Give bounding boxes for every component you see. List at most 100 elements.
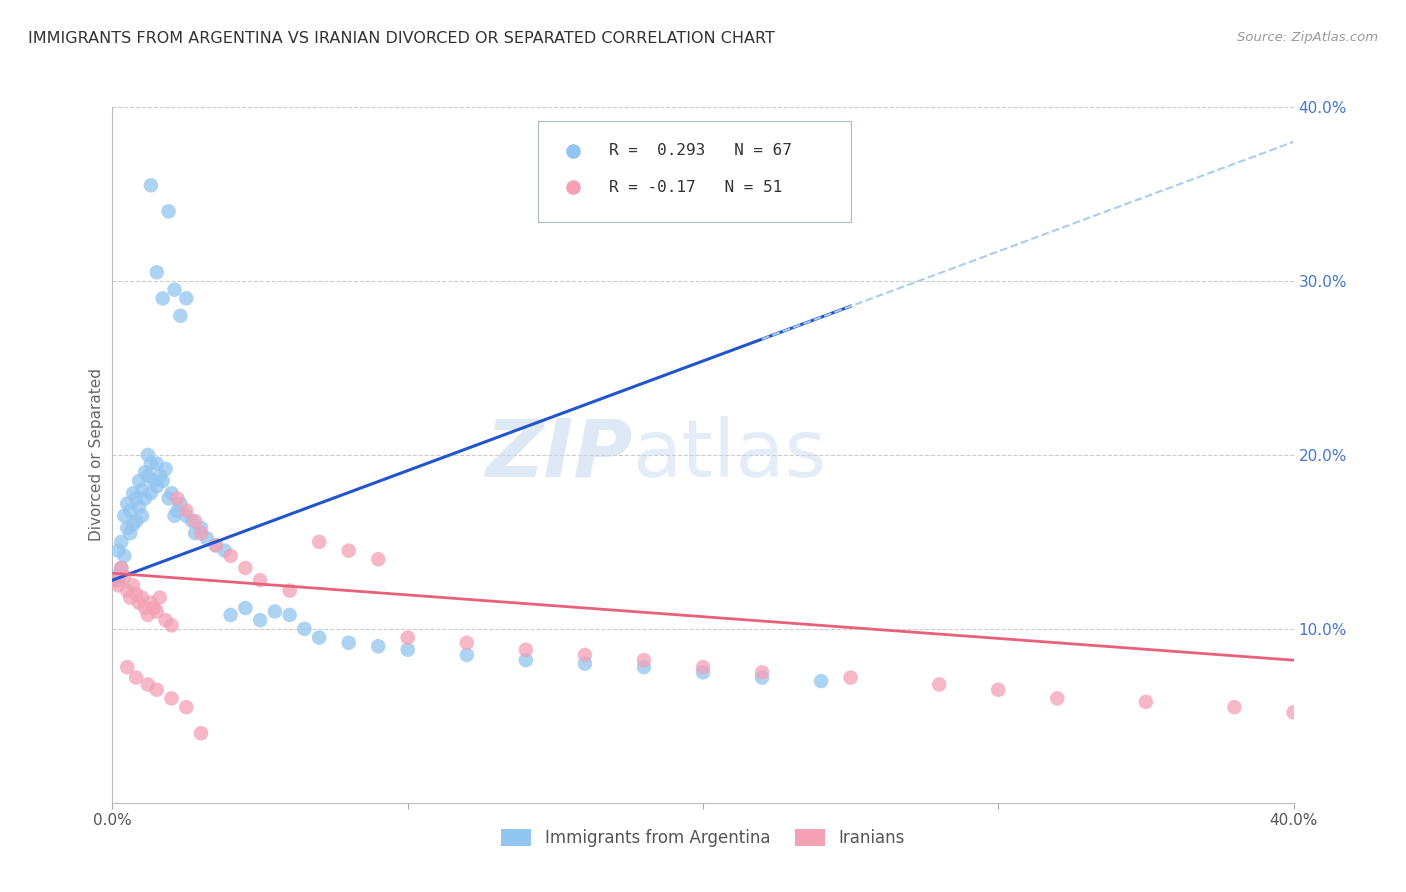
Point	[125, 587, 148, 601]
Point	[633, 660, 655, 674]
Point	[149, 591, 172, 605]
Point	[128, 474, 150, 488]
Point	[136, 607, 159, 622]
Point	[163, 508, 186, 523]
Point	[110, 534, 132, 549]
Point	[120, 526, 142, 541]
Text: Source: ZipAtlas.com: Source: ZipAtlas.com	[1237, 31, 1378, 45]
Point	[195, 532, 218, 546]
Point	[692, 665, 714, 680]
Point	[122, 578, 145, 592]
Point	[515, 653, 537, 667]
Point	[169, 309, 191, 323]
Point	[117, 583, 138, 598]
Point	[166, 503, 188, 517]
Point	[367, 552, 389, 566]
Point	[107, 543, 129, 558]
Point	[810, 674, 832, 689]
FancyBboxPatch shape	[537, 121, 851, 222]
Point	[104, 573, 127, 587]
Text: ZIP: ZIP	[485, 416, 633, 494]
Point	[125, 514, 148, 528]
Point	[120, 591, 142, 605]
Point	[125, 671, 148, 685]
Point	[396, 642, 419, 657]
Point	[219, 549, 242, 563]
Point	[128, 596, 150, 610]
Point	[149, 468, 172, 483]
Point	[456, 648, 478, 662]
Point	[122, 486, 145, 500]
Point	[157, 491, 180, 506]
Point	[184, 526, 207, 541]
Point	[142, 601, 165, 615]
Point	[337, 636, 360, 650]
Point	[292, 622, 315, 636]
Point	[515, 642, 537, 657]
Point	[751, 671, 773, 685]
Point	[169, 497, 191, 511]
Point	[1046, 691, 1069, 706]
Point	[117, 660, 138, 674]
Point	[146, 605, 169, 619]
Point	[131, 483, 153, 497]
Point	[125, 491, 148, 506]
Point	[155, 462, 177, 476]
Point	[278, 583, 301, 598]
Point	[308, 631, 330, 645]
Point	[574, 657, 596, 671]
Text: R =  0.293   N = 67: R = 0.293 N = 67	[609, 144, 792, 159]
Point	[1223, 700, 1246, 714]
Point	[146, 457, 169, 471]
Point	[155, 613, 177, 627]
Point	[134, 466, 156, 480]
Point	[139, 178, 162, 193]
Point	[134, 601, 156, 615]
Point	[264, 605, 287, 619]
Point	[160, 486, 183, 500]
Point	[219, 607, 242, 622]
Point	[112, 549, 135, 563]
Point	[249, 573, 271, 587]
Point	[110, 561, 132, 575]
Point	[112, 570, 135, 584]
Legend: Immigrants from Argentina, Iranians: Immigrants from Argentina, Iranians	[495, 822, 911, 854]
Point	[205, 538, 228, 552]
Point	[987, 682, 1010, 697]
Y-axis label: Divorced or Separated: Divorced or Separated	[89, 368, 104, 541]
Point	[136, 677, 159, 691]
Point	[574, 648, 596, 662]
Point	[174, 700, 197, 714]
Point	[174, 503, 197, 517]
Point	[308, 534, 330, 549]
Point	[136, 468, 159, 483]
Point	[692, 660, 714, 674]
Point	[839, 671, 862, 685]
Point	[337, 543, 360, 558]
Point	[396, 631, 419, 645]
Point	[205, 538, 228, 552]
Point	[134, 491, 156, 506]
Point	[1282, 706, 1305, 720]
Point	[174, 508, 197, 523]
Point	[184, 514, 207, 528]
Point	[278, 607, 301, 622]
Point	[152, 474, 174, 488]
Text: atlas: atlas	[633, 416, 827, 494]
Point	[190, 521, 212, 535]
Point	[110, 561, 132, 575]
Point	[190, 526, 212, 541]
Point	[112, 508, 135, 523]
Point	[367, 639, 389, 653]
Point	[633, 653, 655, 667]
Point	[146, 682, 169, 697]
Point	[160, 618, 183, 632]
Point	[104, 570, 127, 584]
Point	[146, 479, 169, 493]
Point	[136, 448, 159, 462]
Point	[139, 486, 162, 500]
Point	[163, 283, 186, 297]
Point	[122, 517, 145, 532]
Point	[1135, 695, 1157, 709]
Point	[139, 457, 162, 471]
